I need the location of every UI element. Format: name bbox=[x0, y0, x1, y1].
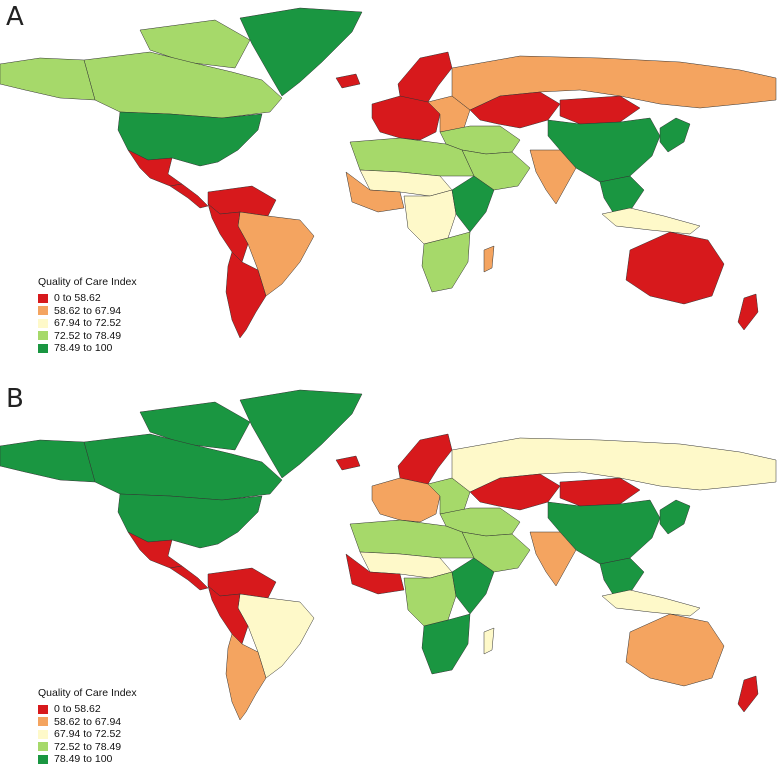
region-iceland bbox=[335, 455, 361, 471]
region-korea-japan bbox=[659, 499, 691, 535]
legend-swatch bbox=[38, 293, 48, 303]
world-map bbox=[0, 7, 777, 339]
region-west-africa bbox=[345, 171, 405, 213]
legend-item: 58.62 to 67.94 bbox=[38, 305, 137, 318]
region-new-zealand bbox=[737, 675, 759, 713]
region-canada bbox=[83, 51, 283, 119]
region-central-africa bbox=[403, 571, 457, 627]
region-australia bbox=[625, 613, 725, 687]
region-scandinavia bbox=[397, 51, 453, 105]
legend-label: 58.62 to 67.94 bbox=[54, 715, 122, 728]
region-iceland bbox=[335, 73, 361, 89]
region-southern-cone bbox=[225, 633, 267, 721]
region-western-europe bbox=[371, 95, 441, 141]
legend-item: 58.62 to 67.94 bbox=[38, 716, 137, 729]
legend-label: 0 to 58.62 bbox=[54, 703, 101, 716]
region-alaska bbox=[0, 57, 96, 101]
region-mongolia bbox=[559, 477, 641, 507]
legend-label: 72.52 to 78.49 bbox=[54, 740, 122, 753]
legend-swatch bbox=[38, 306, 48, 316]
legend-swatch bbox=[38, 343, 48, 353]
region-arctic-islands bbox=[139, 401, 251, 451]
legend-item: 72.52 to 78.49 bbox=[38, 741, 137, 754]
legend-label: 67.94 to 72.52 bbox=[54, 728, 122, 741]
legend: Quality of Care Index 0 to 58.62 58.62 t… bbox=[38, 276, 137, 355]
region-arctic-islands bbox=[139, 19, 251, 69]
region-madagascar bbox=[483, 627, 495, 655]
region-mongolia bbox=[559, 95, 641, 125]
legend-title: Quality of Care Index bbox=[38, 276, 137, 288]
region-madagascar bbox=[483, 245, 495, 273]
legend-swatch bbox=[38, 318, 48, 328]
region-central-america bbox=[169, 565, 209, 591]
region-china bbox=[547, 117, 661, 183]
map-panel-b: B Quality of Care Index 0 to 58.62 58.62… bbox=[0, 382, 777, 766]
legend-label: 0 to 58.62 bbox=[54, 292, 101, 305]
region-west-africa bbox=[345, 553, 405, 595]
legend-item: 72.52 to 78.49 bbox=[38, 330, 137, 343]
legend-swatch bbox=[38, 704, 48, 714]
region-andes bbox=[207, 203, 249, 263]
region-indonesia bbox=[601, 589, 701, 617]
region-india bbox=[529, 531, 577, 587]
region-southern-africa bbox=[421, 231, 471, 293]
region-southeast-asia bbox=[599, 557, 645, 597]
legend-swatch bbox=[38, 717, 48, 727]
region-scandinavia bbox=[397, 433, 453, 487]
legend-item: 0 to 58.62 bbox=[38, 292, 137, 305]
region-southern-africa bbox=[421, 613, 471, 675]
legend-label: 78.49 to 100 bbox=[54, 342, 113, 355]
region-alaska bbox=[0, 439, 96, 483]
legend-item: 0 to 58.62 bbox=[38, 703, 137, 716]
region-korea-japan bbox=[659, 117, 691, 153]
world-map bbox=[0, 389, 777, 721]
region-southeast-asia bbox=[599, 175, 645, 215]
legend-item: 78.49 to 100 bbox=[38, 753, 137, 766]
legend-swatch bbox=[38, 742, 48, 752]
legend-swatch bbox=[38, 729, 48, 739]
panel-label: A bbox=[6, 2, 24, 32]
legend-swatch bbox=[38, 754, 48, 764]
legend-item: 67.94 to 72.52 bbox=[38, 728, 137, 741]
region-indonesia bbox=[601, 207, 701, 235]
legend-label: 58.62 to 67.94 bbox=[54, 304, 122, 317]
region-canada bbox=[83, 433, 283, 501]
region-northern-south-america bbox=[207, 185, 277, 217]
region-india bbox=[529, 149, 577, 205]
legend-item: 78.49 to 100 bbox=[38, 342, 137, 355]
region-andes bbox=[207, 585, 249, 645]
legend: Quality of Care Index 0 to 58.62 58.62 t… bbox=[38, 687, 137, 766]
legend-label: 67.94 to 72.52 bbox=[54, 317, 122, 330]
region-central-africa bbox=[403, 189, 457, 245]
region-new-zealand bbox=[737, 293, 759, 331]
region-greenland bbox=[239, 389, 363, 479]
region-china bbox=[547, 499, 661, 565]
region-western-europe bbox=[371, 477, 441, 523]
region-australia bbox=[625, 231, 725, 305]
region-east-africa bbox=[451, 557, 495, 615]
legend-title: Quality of Care Index bbox=[38, 687, 137, 699]
map-panel-a: A Quality of Care Index 0 to 58.62 58.62… bbox=[0, 0, 777, 382]
region-greenland bbox=[239, 7, 363, 97]
legend-label: 78.49 to 100 bbox=[54, 753, 113, 766]
region-southern-cone bbox=[225, 251, 267, 339]
region-central-america bbox=[169, 183, 209, 209]
legend-swatch bbox=[38, 331, 48, 341]
region-northern-south-america bbox=[207, 567, 277, 599]
region-east-africa bbox=[451, 175, 495, 233]
legend-item: 67.94 to 72.52 bbox=[38, 317, 137, 330]
legend-label: 72.52 to 78.49 bbox=[54, 329, 122, 342]
panel-label: B bbox=[6, 384, 24, 414]
